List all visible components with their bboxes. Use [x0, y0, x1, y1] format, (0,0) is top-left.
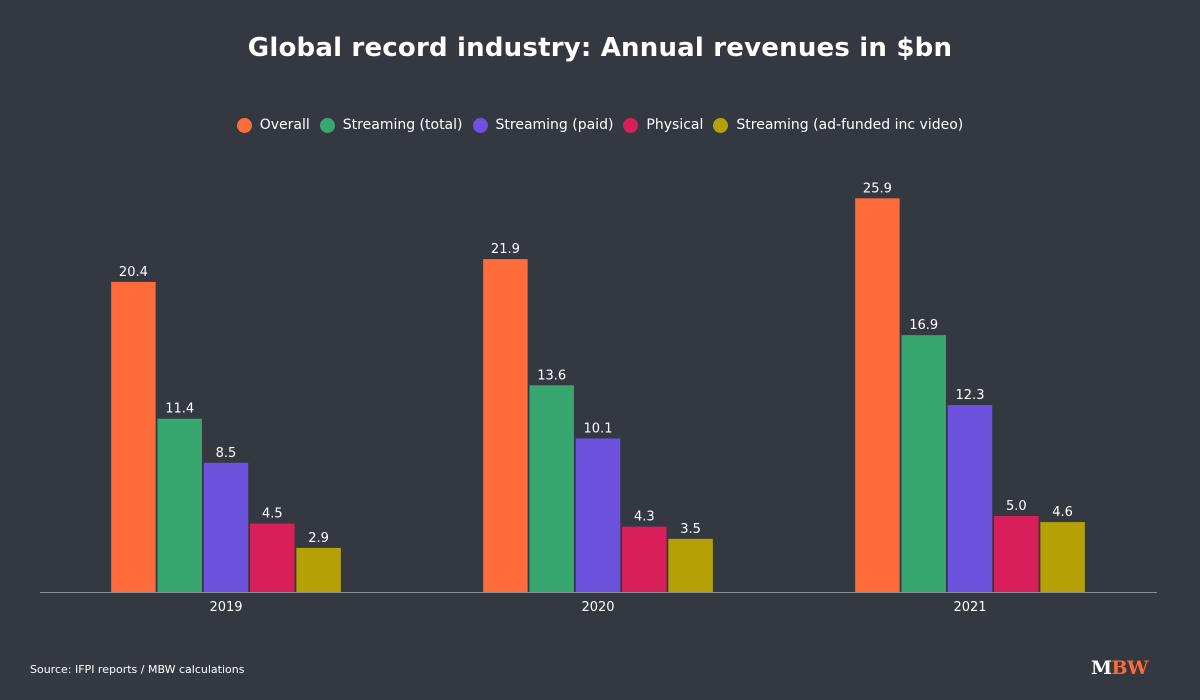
- bar[interactable]: [529, 385, 574, 592]
- bar[interactable]: [575, 438, 621, 592]
- mbw-logo: MBW: [1091, 657, 1148, 679]
- bar[interactable]: [901, 335, 946, 592]
- data-label: 11.4: [165, 402, 194, 417]
- bar[interactable]: [855, 198, 900, 592]
- data-label: 4.5: [262, 507, 283, 522]
- data-label: 20.4: [119, 265, 148, 280]
- legend-label: Streaming (total): [342, 117, 463, 133]
- legend-swatch: [319, 117, 335, 133]
- data-label: 16.9: [909, 318, 938, 333]
- logo-bw: BW: [1111, 657, 1149, 679]
- data-label: 4.6: [1052, 505, 1073, 520]
- data-label: 10.1: [584, 421, 613, 436]
- bar[interactable]: [483, 259, 528, 592]
- bar[interactable]: [994, 516, 1039, 592]
- bar[interactable]: [668, 538, 713, 592]
- legend-label: Overall: [259, 117, 310, 133]
- legend-label: Physical: [646, 117, 704, 133]
- bar[interactable]: [157, 418, 202, 592]
- legend-item[interactable]: Streaming (paid): [472, 117, 614, 133]
- data-label: 2.9: [308, 531, 329, 546]
- legend-swatch: [236, 117, 252, 133]
- data-label: 12.3: [956, 388, 985, 403]
- legend-item[interactable]: Physical: [623, 117, 703, 133]
- bar[interactable]: [947, 405, 993, 592]
- legend: Overall Streaming (total) Streaming (paid)…: [0, 117, 1200, 133]
- data-label: 21.9: [491, 242, 520, 257]
- bar[interactable]: [250, 523, 295, 592]
- source-note: Source: IFPI reports / MBW calculations: [30, 663, 245, 676]
- logo-m: M: [1091, 657, 1112, 679]
- legend-label: Streaming (ad-funded inc video): [736, 117, 964, 133]
- legend-item[interactable]: Overall: [236, 117, 310, 133]
- chart-title: Global record industry: Annual revenues …: [247, 33, 953, 63]
- x-tick-label: 2020: [581, 600, 614, 615]
- bar[interactable]: [111, 281, 156, 592]
- bar[interactable]: [203, 462, 249, 592]
- data-label: 8.5: [216, 446, 237, 461]
- bar[interactable]: [622, 526, 667, 592]
- legend-label: Streaming (paid): [495, 117, 614, 133]
- data-label: 5.0: [1006, 499, 1027, 514]
- data-label: 13.6: [537, 368, 566, 383]
- legend-swatch: [623, 117, 639, 133]
- x-tick-label: 2019: [209, 600, 242, 615]
- data-label: 3.5: [680, 522, 701, 537]
- legend-item[interactable]: Streaming (total): [319, 117, 463, 133]
- bar[interactable]: [1040, 522, 1085, 592]
- x-tick-label: 2021: [953, 600, 986, 615]
- legend-swatch: [472, 117, 488, 133]
- legend-item[interactable]: Streaming (ad-funded inc video): [713, 117, 963, 133]
- data-label: 4.3: [634, 510, 655, 525]
- legend-swatch: [713, 117, 729, 133]
- bar[interactable]: [296, 547, 341, 592]
- data-label: 25.9: [863, 181, 892, 196]
